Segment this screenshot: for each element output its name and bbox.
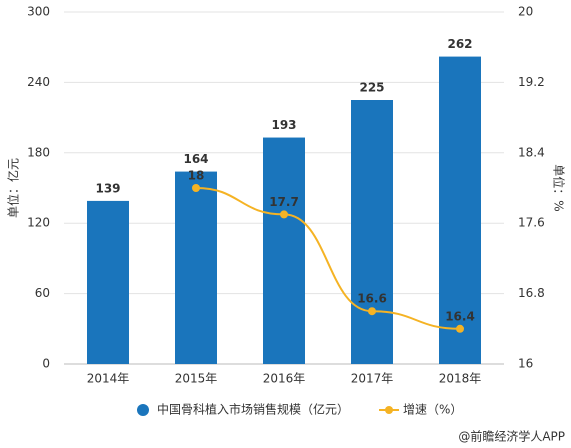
value-label: 16.6 xyxy=(357,292,387,306)
y2-axis-title: 单位：% xyxy=(552,164,567,211)
y-tick-label: 300 xyxy=(27,5,50,19)
bar xyxy=(439,56,481,364)
value-label: 193 xyxy=(271,118,296,132)
legend-swatch xyxy=(385,406,394,414)
value-label: 164 xyxy=(183,152,208,166)
y2-tick-label: 16.8 xyxy=(518,286,545,300)
bar xyxy=(351,100,393,364)
x-tick-label: 2016年 xyxy=(263,372,306,386)
value-label: 262 xyxy=(447,37,472,51)
legend-label: 增速（%） xyxy=(403,403,462,417)
legend-label: 中国骨科植入市场销售规模（亿元） xyxy=(157,402,349,417)
y-tick-label: 240 xyxy=(27,75,50,89)
line xyxy=(195,187,461,330)
value-label: 225 xyxy=(359,81,384,95)
y-tick-label: 0 xyxy=(42,357,50,371)
line-point xyxy=(368,307,376,316)
y2-tick-label: 18.4 xyxy=(518,145,545,159)
legend-swatch xyxy=(137,404,149,416)
y2-tick-label: 19.2 xyxy=(518,75,545,89)
source: @前瞻经济学人APP xyxy=(458,429,565,444)
x-tick-label: 2018年 xyxy=(439,372,482,386)
bar xyxy=(263,137,305,364)
value-label: 139 xyxy=(95,181,120,195)
y-tick-label: 180 xyxy=(27,145,50,159)
line-point xyxy=(456,324,464,333)
bar xyxy=(87,200,129,364)
x-tick-label: 2017年 xyxy=(351,372,394,386)
bar xyxy=(175,171,217,364)
y2-tick-label: 17.6 xyxy=(518,216,545,230)
value-label: 18 xyxy=(188,169,205,183)
x-tick-label: 2015年 xyxy=(175,372,218,386)
y-axis-title: 单位：亿元 xyxy=(6,158,21,218)
value-label: 17.7 xyxy=(269,195,299,209)
value-label: 16.4 xyxy=(445,309,475,323)
line-point xyxy=(280,210,288,219)
y2-tick-label: 16 xyxy=(518,357,533,371)
line-point xyxy=(192,184,200,192)
x-tick-label: 2014年 xyxy=(87,372,130,386)
y2-tick-label: 20 xyxy=(518,5,533,19)
y-tick-label: 60 xyxy=(35,286,50,300)
y-tick-label: 120 xyxy=(27,216,50,230)
